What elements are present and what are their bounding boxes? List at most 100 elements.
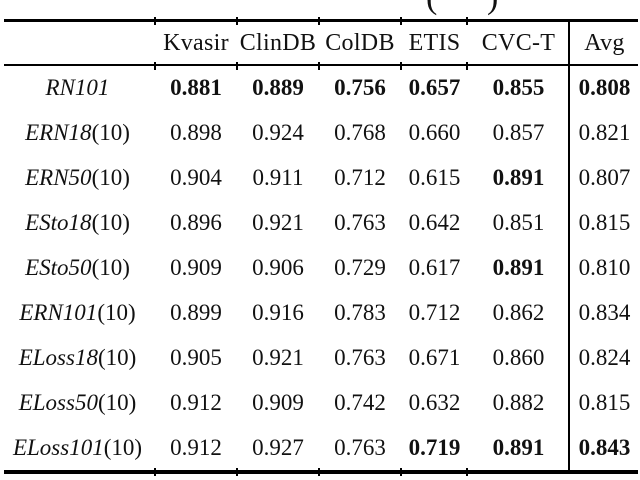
value-cell: 0.642 — [408, 209, 461, 235]
row-label: ERN50 (10) — [0, 155, 155, 200]
model-name: ESto50 — [25, 254, 92, 280]
row-label: ELoss18 (10) — [0, 335, 155, 380]
value-cell: 0.763 — [334, 209, 386, 235]
row-label: RN101 — [0, 65, 155, 110]
ensemble-size-suffix: (10) — [103, 434, 143, 460]
header-cell-cvct: CVC-T — [481, 30, 556, 56]
column-tick — [154, 17, 156, 25]
value-cell: 0.729 — [334, 254, 386, 280]
column-tick — [236, 17, 238, 25]
column-tick — [400, 17, 402, 25]
value-cell: 0.857 — [492, 119, 545, 145]
value-cell: 0.763 — [334, 344, 386, 370]
value-cell: 0.889 — [252, 74, 304, 100]
value-cell: 0.912 — [170, 389, 222, 415]
ensemble-size-suffix: (10) — [91, 164, 130, 190]
column-tick — [400, 62, 402, 70]
header-cell-avg: Avg — [584, 30, 625, 56]
row-label: ESto50 (10) — [0, 245, 155, 290]
value-cell: 0.899 — [170, 299, 222, 325]
value-cell: 0.924 — [252, 119, 304, 145]
value-cell: 0.768 — [334, 119, 386, 145]
value-cell: 0.909 — [252, 389, 304, 415]
table-top-rule — [4, 19, 638, 22]
value-cell: 0.921 — [252, 209, 304, 235]
ensemble-size-suffix: (10) — [91, 119, 130, 145]
row-label: ELoss50 (10) — [0, 380, 155, 425]
value-cell: 0.834 — [578, 299, 631, 325]
value-cell: 0.742 — [334, 389, 386, 415]
value-cell: 0.881 — [170, 74, 222, 100]
value-cell: 0.807 — [578, 164, 631, 190]
value-cell: 0.882 — [492, 389, 545, 415]
ensemble-size-suffix: (10) — [97, 389, 137, 415]
row-label: ELoss101 (10) — [0, 425, 155, 470]
value-cell: 0.851 — [492, 209, 545, 235]
column-tick — [466, 17, 468, 25]
value-cell: 0.657 — [408, 74, 461, 100]
value-cell: 0.617 — [408, 254, 461, 280]
value-cell: 0.891 — [492, 164, 545, 190]
value-cell: 0.905 — [170, 344, 222, 370]
column-tick — [466, 62, 468, 70]
value-cell: 0.843 — [578, 434, 631, 460]
value-cell: 0.756 — [334, 74, 386, 100]
header-cell-kvasir: Kvasir — [163, 30, 229, 56]
value-cell: 0.891 — [492, 434, 545, 460]
row-label: ESto18 (10) — [0, 200, 155, 245]
value-cell: 0.855 — [492, 74, 545, 100]
value-cell: 0.891 — [492, 254, 545, 280]
value-cell: 0.860 — [492, 344, 545, 370]
value-cell: 0.927 — [252, 434, 304, 460]
column-tick — [318, 468, 320, 476]
value-cell: 0.898 — [170, 119, 222, 145]
value-cell: 0.909 — [170, 254, 222, 280]
caption-fragment-open-paren: ( — [426, 0, 437, 17]
value-cell: 0.912 — [170, 434, 222, 460]
value-cell: 0.896 — [170, 209, 222, 235]
ensemble-size-suffix: (10) — [97, 299, 136, 325]
row-label: ERN101 (10) — [0, 290, 155, 335]
value-cell: 0.808 — [578, 74, 631, 100]
value-cell: 0.660 — [408, 119, 461, 145]
column-tick — [236, 468, 238, 476]
value-cell: 0.906 — [252, 254, 304, 280]
column-tick — [154, 468, 156, 476]
column-tick — [318, 17, 320, 25]
header-cell-clindb: ClinDB — [239, 30, 317, 56]
column-tick — [236, 62, 238, 70]
model-name: ERN18 — [25, 119, 92, 145]
column-tick — [400, 468, 402, 476]
caption-fragment-close-paren: ) — [487, 0, 498, 17]
value-cell: 0.904 — [170, 164, 222, 190]
results-table: Kvasir ClinDB ColDB ETIS CVC-T Avg RN101… — [0, 22, 640, 470]
value-cell: 0.911 — [252, 164, 304, 190]
value-cell: 0.815 — [578, 389, 631, 415]
value-cell: 0.810 — [578, 254, 631, 280]
value-cell: 0.916 — [252, 299, 304, 325]
model-name: ERN50 — [25, 164, 92, 190]
header-cell-coldb: ColDB — [325, 30, 395, 56]
value-cell: 0.824 — [578, 344, 631, 370]
row-label: ERN18 (10) — [0, 110, 155, 155]
value-cell: 0.615 — [408, 164, 461, 190]
column-tick — [154, 62, 156, 70]
value-cell: 0.815 — [578, 209, 631, 235]
model-name: ERN101 — [19, 299, 98, 325]
value-cell: 0.921 — [252, 344, 304, 370]
value-cell: 0.712 — [408, 299, 461, 325]
value-cell: 0.632 — [408, 389, 461, 415]
value-cell: 0.671 — [408, 344, 461, 370]
header-cell-etis: ETIS — [408, 30, 461, 56]
avg-column-separator — [568, 19, 570, 474]
model-name: ELoss101 — [12, 434, 104, 460]
value-cell: 0.783 — [334, 299, 386, 325]
model-name: ESto18 — [25, 209, 92, 235]
model-name: RN101 — [45, 74, 110, 100]
column-tick — [466, 468, 468, 476]
value-cell: 0.821 — [578, 119, 631, 145]
value-cell: 0.763 — [334, 434, 386, 460]
header-cell-rowlabel — [0, 22, 155, 65]
model-name: ELoss50 — [18, 389, 98, 415]
